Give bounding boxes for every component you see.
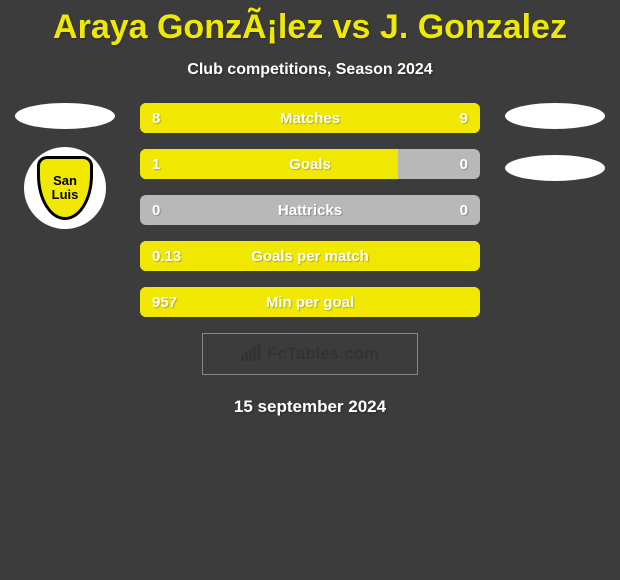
player-photo-placeholder-right-2 xyxy=(505,155,605,181)
stat-row-matches: 8 Matches 9 xyxy=(140,103,480,133)
date-text: 15 september 2024 xyxy=(0,397,620,417)
club-badge-shield: San Luis xyxy=(37,156,93,220)
player-photo-placeholder-left xyxy=(15,103,115,129)
right-player-column xyxy=(500,103,610,195)
stat-right-value: 0 xyxy=(460,202,468,219)
stat-label: Matches xyxy=(140,110,480,127)
subtitle: Club competitions, Season 2024 xyxy=(0,61,620,79)
stat-label: Goals xyxy=(140,156,480,173)
comparison-content: San Luis 8 Matches 9 1 Goals 0 0 Hattric… xyxy=(0,103,620,417)
club-badge-text-line1: San xyxy=(53,174,77,188)
stat-right-value: 9 xyxy=(460,110,468,127)
club-badge-left: San Luis xyxy=(24,147,106,229)
brand-text: FcTables.com xyxy=(267,344,379,364)
stat-label: Goals per match xyxy=(140,248,480,265)
stat-row-min-per-goal: 957 Min per goal xyxy=(140,287,480,317)
brand-bars-icon xyxy=(241,343,263,366)
player-photo-placeholder-right-1 xyxy=(505,103,605,129)
stat-label: Min per goal xyxy=(140,294,480,311)
club-badge-text-line2: Luis xyxy=(52,188,79,202)
brand-box: FcTables.com xyxy=(202,333,418,375)
stat-right-value: 0 xyxy=(460,156,468,173)
stat-row-hattricks: 0 Hattricks 0 xyxy=(140,195,480,225)
stat-row-goals-per-match: 0.13 Goals per match xyxy=(140,241,480,271)
page-title: Araya GonzÃ¡lez vs J. Gonzalez xyxy=(0,0,620,47)
stat-label: Hattricks xyxy=(140,202,480,219)
stats-chart: 8 Matches 9 1 Goals 0 0 Hattricks 0 0.13… xyxy=(140,103,480,317)
left-player-column: San Luis xyxy=(10,103,120,229)
stat-row-goals: 1 Goals 0 xyxy=(140,149,480,179)
